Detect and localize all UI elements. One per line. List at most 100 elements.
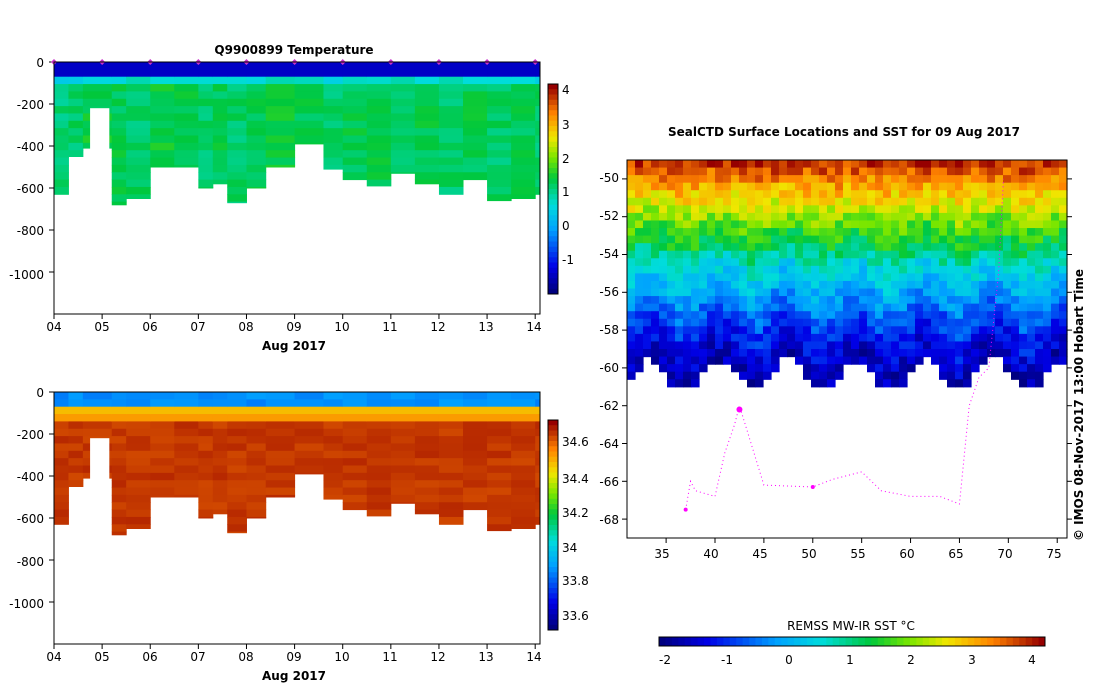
sst-cell bbox=[867, 349, 876, 358]
sst-cell bbox=[779, 235, 788, 244]
sst-cell bbox=[971, 356, 980, 365]
sst-cell bbox=[883, 273, 892, 282]
sst-cell bbox=[971, 197, 980, 206]
sst-cell bbox=[691, 311, 700, 320]
profile-cell bbox=[463, 494, 488, 503]
colorbar-tick-label: 3 bbox=[562, 118, 570, 132]
profile-cell bbox=[535, 179, 541, 188]
profile-cell bbox=[212, 62, 228, 70]
sst-cell bbox=[963, 333, 972, 343]
sst-cell bbox=[859, 167, 868, 176]
profile-cell bbox=[246, 135, 267, 144]
sst-cell bbox=[995, 167, 1004, 176]
sst-cell bbox=[667, 356, 676, 365]
map-colorbar-label: REMSS MW-IR SST °C bbox=[787, 619, 915, 633]
sst-cell bbox=[931, 273, 940, 282]
sst-cell bbox=[907, 212, 916, 222]
sst-cell bbox=[787, 288, 796, 297]
colorbar-segment bbox=[813, 637, 821, 646]
sst-cell bbox=[1011, 220, 1020, 229]
sst-cell bbox=[883, 228, 892, 237]
sst-cell bbox=[955, 243, 964, 252]
sst-cell bbox=[1003, 243, 1012, 252]
sst-cell bbox=[659, 258, 668, 267]
sst-cell bbox=[803, 273, 812, 282]
profile-cell bbox=[438, 443, 464, 452]
profile-cell bbox=[511, 179, 536, 188]
sst-cell bbox=[667, 243, 676, 252]
profile-cell bbox=[323, 392, 344, 400]
sst-cell bbox=[955, 175, 964, 184]
profile-cell bbox=[111, 69, 127, 78]
sst-cell bbox=[1011, 190, 1020, 199]
sst-cell bbox=[1003, 205, 1012, 214]
sst-cell bbox=[979, 288, 988, 297]
sst-cell bbox=[851, 303, 860, 312]
sst-cell bbox=[795, 190, 804, 199]
profile-cell bbox=[111, 392, 127, 400]
profile-cell bbox=[463, 128, 488, 136]
sst-cell bbox=[731, 341, 740, 350]
sst-cell bbox=[867, 303, 876, 312]
x-tick-label: 60 bbox=[899, 547, 914, 561]
sst-cell bbox=[947, 182, 956, 191]
profile-cell bbox=[246, 62, 267, 70]
sst-cell bbox=[1027, 371, 1036, 380]
sst-cell bbox=[827, 311, 836, 320]
colorbar-segment bbox=[548, 89, 558, 95]
profile-cell bbox=[438, 179, 464, 188]
sst-cell bbox=[963, 250, 972, 259]
profile-cell bbox=[366, 509, 392, 517]
sst-cell bbox=[843, 212, 852, 222]
sst-cell bbox=[811, 167, 820, 176]
colorbar-segment bbox=[787, 637, 795, 646]
sst-cell bbox=[931, 280, 940, 290]
sst-cell bbox=[915, 243, 924, 252]
sst-cell bbox=[851, 182, 860, 191]
sst-cell bbox=[867, 364, 876, 373]
profile-cell bbox=[511, 516, 536, 525]
profile-cell bbox=[82, 414, 113, 422]
profile-cell bbox=[342, 443, 368, 452]
sst-cell bbox=[723, 258, 732, 267]
profile-cell bbox=[198, 392, 214, 400]
sst-cell bbox=[627, 341, 636, 350]
sst-cell bbox=[843, 318, 852, 327]
profile-cell bbox=[414, 465, 440, 474]
profile-cell bbox=[68, 458, 84, 466]
profile-cell bbox=[463, 135, 488, 144]
colorbar-segment bbox=[548, 430, 558, 437]
sst-cell bbox=[667, 318, 676, 327]
sst-cell bbox=[747, 250, 756, 259]
sst-cell bbox=[907, 273, 916, 282]
sst-cell bbox=[939, 296, 948, 305]
sst-cell bbox=[827, 280, 836, 290]
profile-cell bbox=[366, 392, 392, 400]
sst-cell bbox=[835, 228, 844, 237]
sst-cell bbox=[859, 175, 868, 184]
profile-cell bbox=[54, 450, 69, 459]
colorbar-segment bbox=[548, 540, 558, 547]
sst-cell bbox=[1019, 379, 1028, 388]
colorbar-tick-label: 2 bbox=[562, 152, 570, 166]
sst-cell bbox=[715, 160, 724, 169]
sst-cell bbox=[779, 311, 788, 320]
x-tick-label: 14 bbox=[526, 650, 541, 664]
profile-cell bbox=[212, 406, 228, 415]
sst-cell bbox=[715, 326, 724, 335]
sst-cell bbox=[707, 175, 716, 184]
sst-cell bbox=[771, 311, 780, 320]
colorbar-segment bbox=[909, 637, 917, 646]
sst-cell bbox=[859, 182, 868, 191]
profile-cell bbox=[54, 458, 69, 466]
sst-cell bbox=[675, 243, 684, 252]
profile-cell bbox=[463, 113, 488, 122]
colorbar-segment bbox=[845, 637, 853, 646]
colorbar-segment bbox=[548, 152, 558, 158]
sst-cell bbox=[755, 341, 764, 350]
sst-cell bbox=[1011, 228, 1020, 237]
profile-cell bbox=[82, 428, 113, 437]
colorbar-segment bbox=[948, 637, 956, 646]
sst-cell bbox=[1043, 175, 1052, 184]
sst-cell bbox=[827, 364, 836, 373]
